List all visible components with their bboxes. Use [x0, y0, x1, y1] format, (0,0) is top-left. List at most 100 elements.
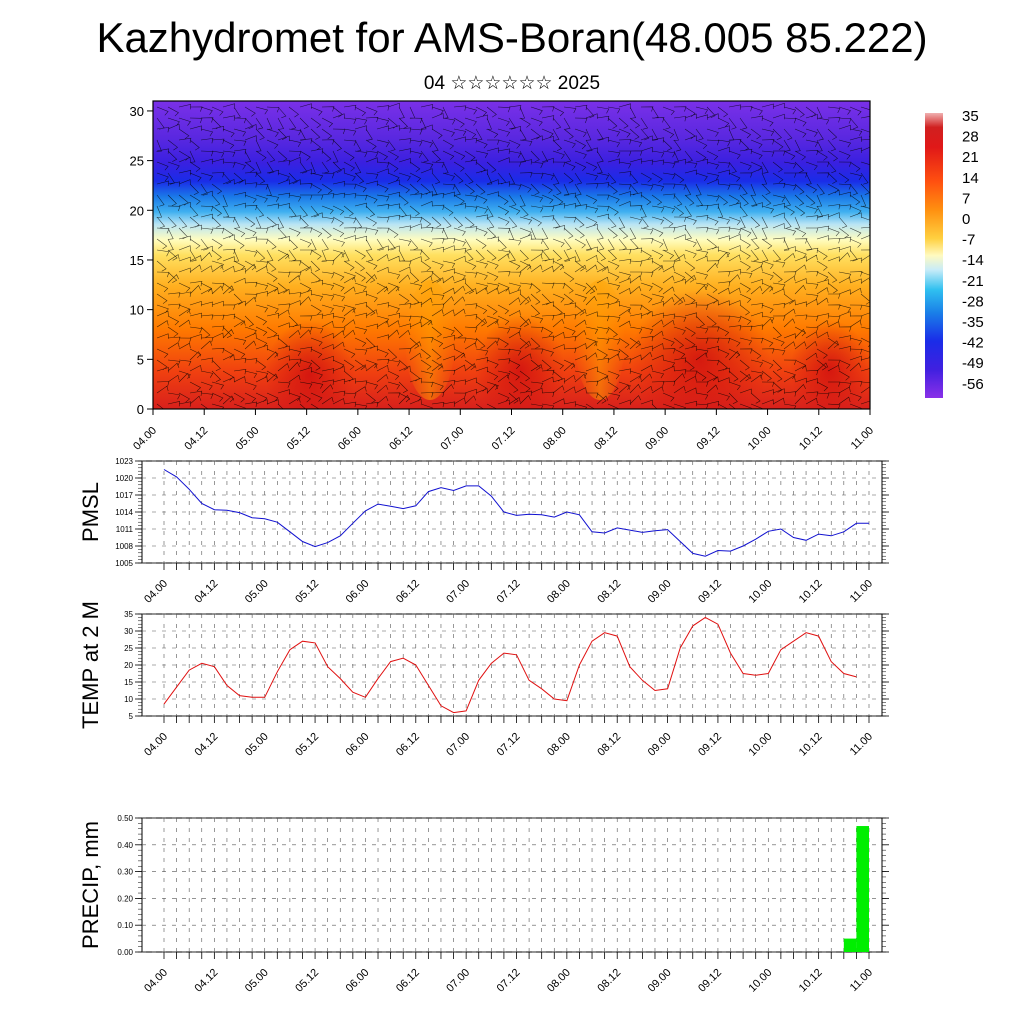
- x-tick-label: 09.12: [696, 578, 724, 606]
- colorbar-labels: 35 28 21 14 7 0 -7 -14 -21 -28 -35 -42 -49 -56: [962, 108, 984, 393]
- x-tick-label: 08.12: [595, 578, 623, 606]
- x-tick-label: 06.00: [344, 967, 372, 995]
- y-tick-label: 1017: [115, 491, 133, 500]
- x-tick-label: 09.12: [695, 425, 723, 453]
- precip-panel: 0.00 0.10 0.20 0.30 0.40 0.50 04.00 04.12 05.00 0…: [78, 814, 889, 995]
- colorbar-label: -21: [962, 273, 984, 290]
- colorbar-gradient: [925, 113, 943, 398]
- y-tick-label: 10: [124, 695, 133, 704]
- x-tick-label: 08.00: [545, 731, 573, 759]
- y-tick-label: 15: [130, 253, 144, 268]
- colorbar-label: 14: [962, 170, 979, 187]
- x-tick-label: 11.00: [849, 425, 876, 452]
- y-tick-label: 20: [124, 661, 133, 670]
- pmsl-panel: 1005 1008 1011 1014 1017 1020 1023 04.00 04.12 05…: [78, 457, 889, 606]
- x-tick-label: 11.00: [848, 967, 875, 994]
- x-tick-label: 06.00: [344, 731, 372, 759]
- x-tick-label: 08.12: [592, 425, 620, 453]
- y-tick-label: 5: [137, 352, 144, 367]
- precip-bar: [856, 826, 869, 952]
- y-tick-label: 30: [124, 627, 133, 636]
- colorbar-label: -49: [962, 355, 984, 372]
- colorbar-label: 21: [962, 149, 979, 166]
- x-tick-label: 06.00: [336, 425, 364, 453]
- x-tick-label: 10.12: [797, 578, 825, 606]
- x-tick-label: 08.12: [595, 731, 623, 759]
- y-tick-label: 0.40: [117, 841, 133, 850]
- heatmap-x-axis: 04.00 04.12 05.00 05.12 06.00 06.12 07.00 07.12…: [131, 409, 876, 453]
- precip-bar: [843, 938, 857, 952]
- x-tick-label: 04.12: [193, 967, 221, 995]
- temp-panel: 5 10 15 20 25 30 35 04.00 04.12 05.00 05.12 06.00 06…: [78, 601, 889, 759]
- x-tick-label: 10.12: [797, 425, 825, 453]
- y-tick-label: 0.30: [117, 868, 133, 877]
- colorbar: 35 28 21 14 7 0 -7 -14 -21 -28 -35 -42 -49 -56: [925, 108, 984, 398]
- y-axis-title: TEMP at 2 M: [78, 601, 103, 729]
- colorbar-label: -7: [962, 232, 975, 249]
- series-line: [163, 469, 869, 557]
- x-tick-label: 11.00: [848, 578, 875, 605]
- wind-barbs: [156, 102, 870, 409]
- x-tick-label: 05.00: [243, 967, 271, 995]
- barb-path: [156, 102, 870, 409]
- colorbar-label: 28: [962, 129, 979, 146]
- x-tick-label: 06.12: [394, 731, 422, 759]
- x-tick-label: 08.00: [545, 967, 573, 995]
- x-tick-label: 08.00: [541, 425, 569, 453]
- x-tick-label: 08.12: [595, 967, 623, 995]
- y-tick-label: 1011: [116, 525, 134, 534]
- colorbar-label: 7: [962, 190, 970, 207]
- x-tick-label: 05.00: [243, 578, 271, 606]
- y-tick-label: 20: [130, 203, 144, 218]
- x-tick-label: 07.00: [444, 578, 472, 606]
- x-tick-label: 05.12: [293, 731, 321, 759]
- colorbar-label: -42: [962, 335, 984, 352]
- x-tick-label: 05.12: [293, 578, 321, 606]
- x-tick-label: 10.00: [746, 425, 774, 453]
- x-tick-label: 06.00: [344, 578, 372, 606]
- x-tick-label: 07.12: [490, 425, 518, 453]
- y-tick-label: 1023: [115, 457, 133, 466]
- x-tick-label: 07.00: [444, 731, 472, 759]
- x-tick-label: 09.00: [646, 967, 674, 995]
- y-axis-title: PRECIP, mm: [78, 821, 103, 949]
- x-tick-label: 05.12: [293, 967, 321, 995]
- colorbar-label: 0: [962, 211, 970, 228]
- x-tick-label: 08.00: [545, 578, 573, 606]
- y-tick-label: 0.50: [117, 814, 133, 823]
- x-tick-label: 07.00: [444, 967, 472, 995]
- y-tick-label: 0.00: [117, 948, 133, 957]
- x-tick-label: 06.12: [394, 578, 422, 606]
- y-tick-label: 0.20: [117, 894, 133, 903]
- x-tick-label: 04.12: [182, 425, 210, 453]
- y-tick-label: 35: [124, 610, 133, 619]
- y-tick-label: 1008: [115, 542, 133, 551]
- panel-frame: [141, 817, 883, 953]
- x-tick-label: 10.12: [797, 731, 825, 759]
- x-tick-label: 05.00: [243, 731, 271, 759]
- y-tick-label: 15: [124, 678, 133, 687]
- heatmap-panel: 0 5 10 15 20 25 30 04.00 04.12 05.00 05.12 06.00 06…: [130, 100, 876, 453]
- x-tick-label: 04.12: [193, 731, 221, 759]
- x-tick-label: 09.00: [646, 731, 674, 759]
- heatmap-y-axis: 0 5 10 15 20 25 30: [130, 104, 153, 417]
- y-tick-label: 10: [130, 303, 144, 318]
- x-tick-label: 04.12: [193, 578, 221, 606]
- x-tick-label: 07.12: [495, 967, 523, 995]
- x-tick-label: 10.00: [746, 967, 774, 995]
- x-tick-label: 09.00: [646, 578, 674, 606]
- y-tick-label: 25: [130, 154, 144, 169]
- x-tick-label: 10.12: [797, 967, 825, 995]
- colorbar-label: -35: [962, 314, 984, 331]
- y-tick-label: 1005: [115, 559, 133, 568]
- x-tick-label: 04.00: [142, 967, 170, 995]
- y-tick-label: 30: [130, 104, 144, 119]
- y-tick-label: 1014: [115, 508, 133, 517]
- x-tick-label: 09.00: [643, 425, 671, 453]
- y-tick-label: 0: [137, 402, 144, 417]
- y-tick-label: 25: [124, 644, 133, 653]
- y-tick-label: 5: [129, 712, 134, 721]
- x-tick-label: 07.00: [438, 425, 466, 453]
- x-tick-label: 06.12: [394, 967, 422, 995]
